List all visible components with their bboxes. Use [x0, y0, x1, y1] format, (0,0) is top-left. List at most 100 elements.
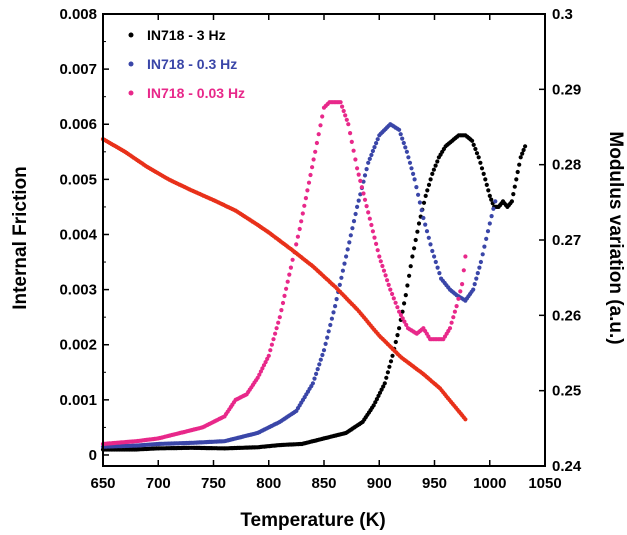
data-point [310, 381, 315, 386]
data-point [423, 193, 428, 198]
data-point [390, 291, 395, 297]
data-point [339, 275, 344, 280]
data-point [255, 375, 260, 380]
data-point [463, 417, 468, 422]
series-4 [100, 137, 468, 422]
y-right-tick-label: 0.27 [552, 232, 581, 249]
data-point [299, 219, 304, 224]
data-point [288, 265, 293, 270]
data-point [295, 234, 300, 239]
data-point [340, 268, 345, 273]
legend-label: IN718 - 0.3 Hz [147, 56, 237, 72]
data-point [361, 179, 366, 184]
data-point [343, 113, 348, 118]
data-point [372, 145, 377, 150]
data-point [294, 242, 299, 247]
y-right-tick-label: 0.26 [552, 307, 581, 324]
data-point [435, 265, 440, 270]
data-point [308, 172, 313, 178]
data-point [311, 157, 316, 162]
data-point [404, 322, 409, 327]
data-point [412, 246, 417, 251]
x-tick-label: 750 [201, 475, 226, 492]
data-point [371, 403, 376, 408]
data-point [318, 357, 323, 362]
legend-label: IN718 - 0.03 Hz [147, 85, 245, 101]
data-point [431, 167, 436, 172]
series-3 [100, 100, 468, 447]
data-point [353, 211, 358, 217]
data-point [351, 148, 356, 153]
data-point [509, 199, 514, 204]
data-point [348, 131, 353, 136]
data-point [402, 301, 407, 306]
y-left-tick-label: 0.007 [59, 61, 97, 78]
data-point [344, 117, 349, 122]
data-point [410, 254, 415, 259]
data-point [372, 235, 377, 240]
data-point [341, 108, 346, 114]
data-point [358, 178, 363, 183]
y-axis-title-left: Internal Friction [10, 166, 31, 310]
data-point [314, 140, 319, 146]
data-point [348, 233, 353, 238]
data-point [482, 244, 487, 249]
data-point [478, 160, 483, 165]
data-point [340, 104, 345, 109]
data-point [384, 375, 389, 380]
data-point [266, 353, 271, 358]
data-point [433, 163, 438, 168]
x-tick-label: 950 [422, 475, 447, 492]
data-point [361, 191, 366, 196]
series-2 [100, 122, 498, 449]
data-point [393, 300, 398, 305]
tick-layer: 650 700 750 800 850 900 950 1000 1050 0 0.001 0.002… [59, 6, 581, 492]
data-point [518, 155, 523, 160]
data-point [355, 204, 360, 209]
data-point [471, 287, 476, 292]
data-point [463, 254, 468, 259]
series-layer [100, 100, 528, 452]
data-point [403, 145, 408, 150]
data-point [356, 198, 361, 203]
data-point [265, 356, 270, 361]
data-point [397, 326, 402, 331]
data-point [385, 278, 390, 283]
data-point [486, 188, 491, 193]
data-point [493, 199, 498, 204]
data-point [321, 348, 327, 353]
data-point [318, 123, 323, 128]
data-point [380, 263, 385, 269]
data-point [345, 247, 350, 252]
data-point [370, 229, 375, 234]
data-point [337, 282, 342, 287]
data-point [367, 216, 372, 221]
data-point [323, 341, 328, 346]
data-point [287, 272, 292, 277]
data-point [303, 196, 308, 201]
data-point [426, 235, 431, 240]
data-point [423, 222, 428, 227]
data-point [312, 376, 317, 381]
data-point [279, 308, 284, 313]
data-point [414, 185, 419, 190]
data-point [356, 172, 361, 177]
data-point [276, 320, 281, 325]
data-point [346, 122, 351, 127]
data-point [400, 309, 405, 314]
data-point [273, 331, 278, 336]
data-point [428, 177, 433, 182]
data-point [437, 271, 442, 276]
data-point [351, 219, 357, 224]
data-point [520, 151, 525, 156]
data-point [260, 366, 265, 371]
data-point [367, 156, 372, 161]
data-point [274, 326, 279, 331]
data-point [485, 229, 491, 234]
data-point [511, 192, 516, 197]
data-point [333, 304, 338, 309]
data-point [478, 259, 483, 265]
data-point [447, 326, 453, 331]
data-point [366, 210, 371, 215]
data-point [277, 315, 282, 320]
